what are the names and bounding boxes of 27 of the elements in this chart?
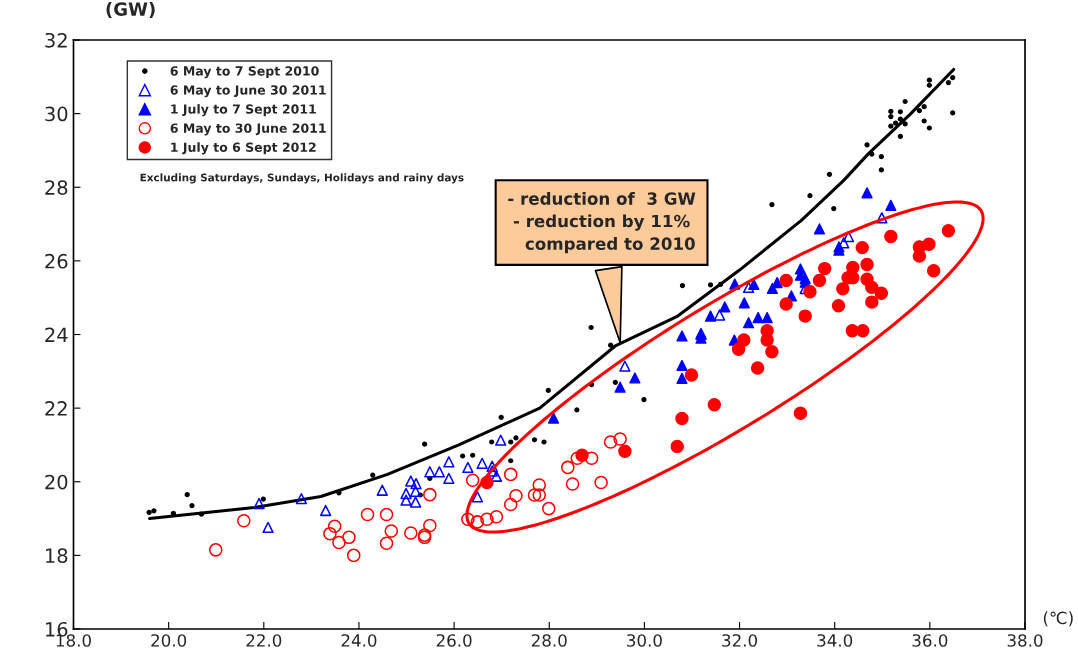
annotation: Excluding Saturdays, Sundays, Holidays and rainy days <box>140 173 464 184</box>
x-tick-label: 30.0 <box>627 634 662 647</box>
x-tick-label: 20.0 <box>151 634 187 647</box>
x-tick-label: 34.0 <box>817 634 853 647</box>
y-tick-label: 18 <box>46 548 68 564</box>
x-tick-label: 22.0 <box>246 634 282 647</box>
x-tick-label: 28.0 <box>531 634 567 647</box>
x-tick-label: 24.0 <box>341 634 377 647</box>
legend-label: 1 July to 7 Sept 2011 <box>171 104 316 117</box>
y-tick-label: 30 <box>45 106 68 122</box>
y-tick-label: 22 <box>45 401 67 416</box>
legend-label: 6 May to 7 Sept 2010 <box>170 66 319 79</box>
y-tick-label: 20 <box>45 474 68 490</box>
x-tick-label: 32.0 <box>722 634 757 647</box>
annotation: - reduction of 3 GW - reduction by 11% compared to 2010 <box>508 192 696 254</box>
legend-label: 6 May to June 30 2011 <box>170 85 326 98</box>
y-tick-label: 28 <box>45 180 68 195</box>
x-tick-label: 36.0 <box>912 634 948 647</box>
x-axis-title: (℃) <box>1043 611 1073 627</box>
y-tick-label: 32 <box>45 32 67 48</box>
legend-label: 6 May to 30 June 2011 <box>170 123 326 136</box>
x-tick-label: 26.0 <box>436 634 472 647</box>
y-axis-title: (GW) <box>106 1 155 19</box>
x-tick-label: 38.0 <box>1007 634 1043 647</box>
legend-label: 1 July to 6 Sept 2012 <box>171 142 316 155</box>
y-tick-label: 24 <box>45 327 68 342</box>
y-tick-label: 26 <box>45 253 68 269</box>
